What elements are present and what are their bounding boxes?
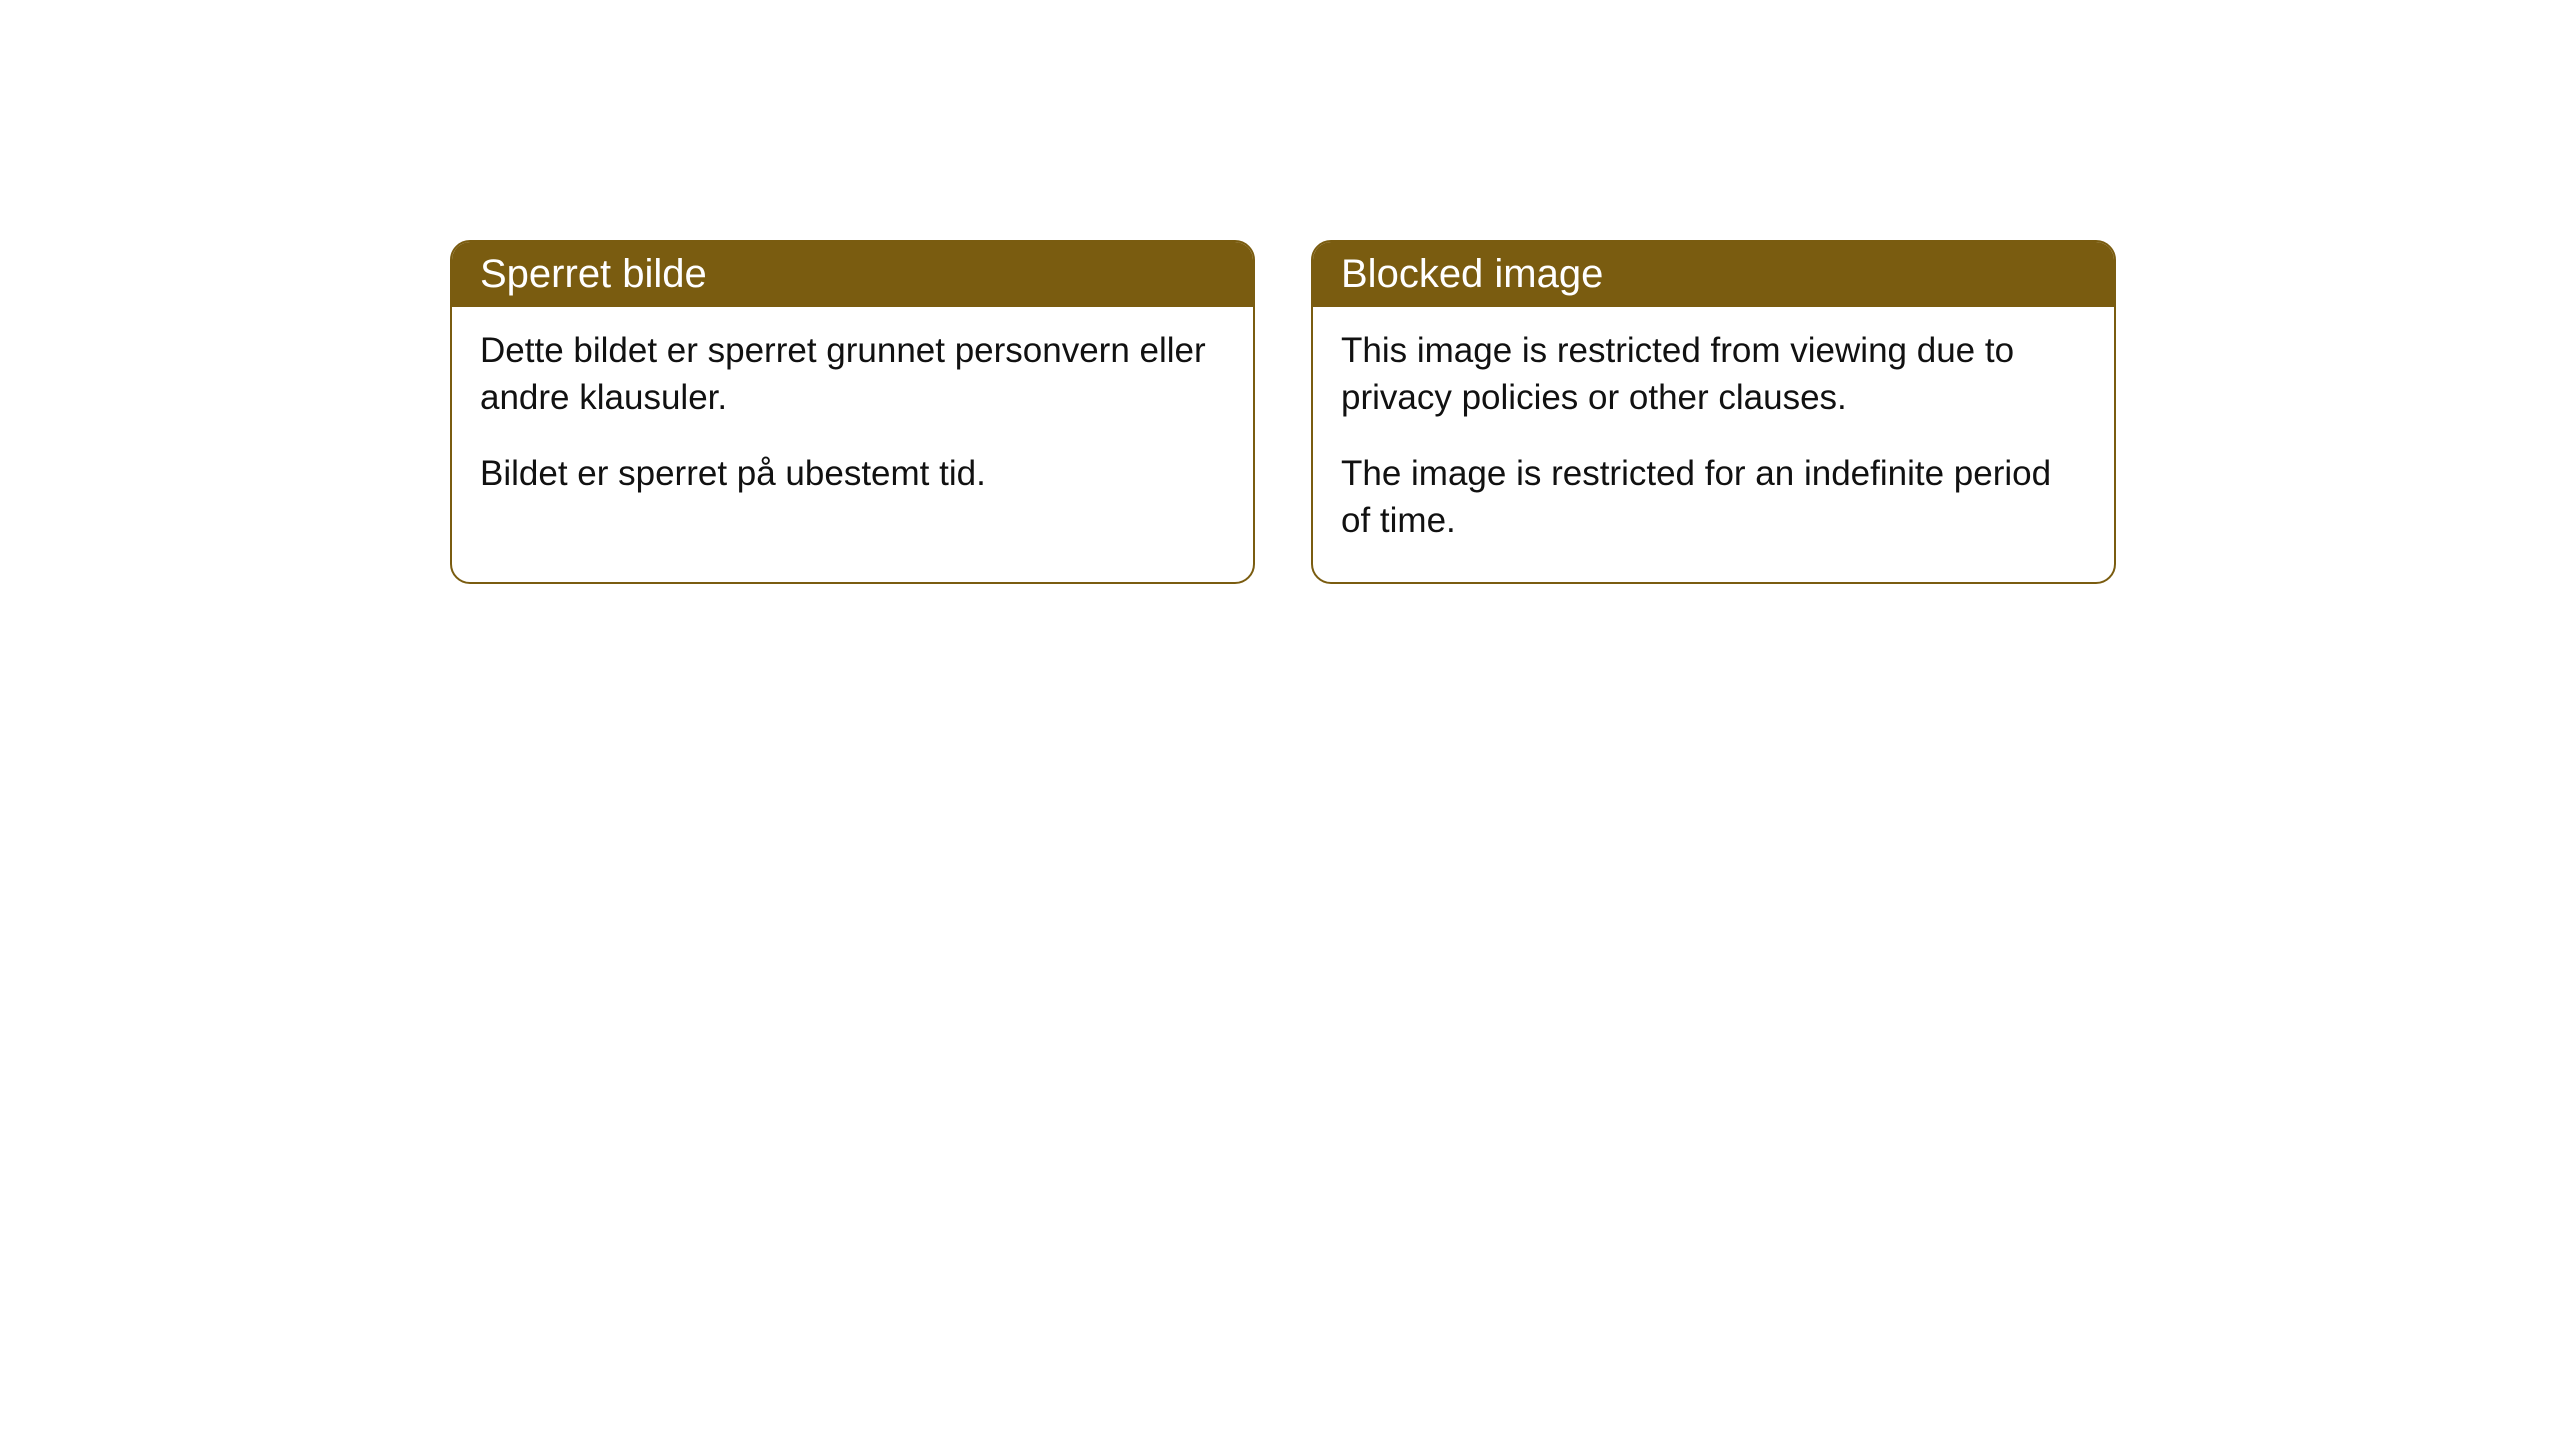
card-paragraph: Bildet er sperret på ubestemt tid. (480, 450, 1225, 497)
card-title: Blocked image (1341, 252, 1603, 296)
card-body: Dette bildet er sperret grunnet personve… (452, 307, 1253, 535)
card-title: Sperret bilde (480, 252, 707, 296)
card-header: Sperret bilde (452, 242, 1253, 307)
notice-cards-container: Sperret bilde Dette bildet er sperret gr… (0, 0, 2560, 584)
blocked-image-card-no: Sperret bilde Dette bildet er sperret gr… (450, 240, 1255, 584)
card-paragraph: This image is restricted from viewing du… (1341, 327, 2086, 422)
card-body: This image is restricted from viewing du… (1313, 307, 2114, 582)
card-paragraph: Dette bildet er sperret grunnet personve… (480, 327, 1225, 422)
card-paragraph: The image is restricted for an indefinit… (1341, 450, 2086, 545)
card-header: Blocked image (1313, 242, 2114, 307)
blocked-image-card-en: Blocked image This image is restricted f… (1311, 240, 2116, 584)
